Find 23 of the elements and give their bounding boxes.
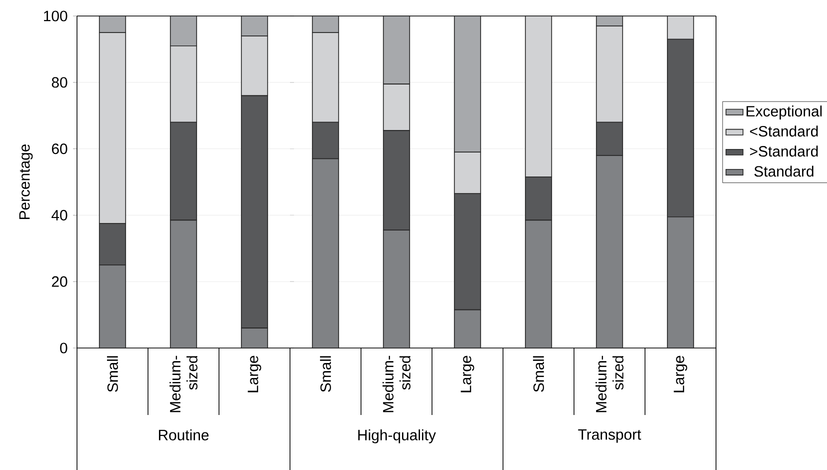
y-axis-title: Percentage [19,144,33,219]
x-tick-label: Large [460,356,474,392]
y-tick-label: 40 [52,210,68,220]
x-tick-label: Large [248,356,262,392]
x-tick-label: Large [674,356,688,392]
y-tick-label: 80 [52,77,68,88]
x-tick-label: Small [320,356,331,392]
legend-label: Standard [754,166,814,177]
x-tick-label: Medium-sized [596,356,624,412]
x-tick-label: Small [533,356,544,392]
x-axis-title: High-quality [358,429,436,444]
y-tick-label: 0 [60,342,68,354]
legend-label: Exceptional [746,106,822,120]
x-tick-label: Small [107,356,118,392]
x-tick-label: Medium-sized [382,356,410,412]
x-tick-label: Medium-sized [170,356,198,412]
y-tick-label: 60 [52,144,68,154]
x-axis-title: Routine [158,429,209,440]
x-axis-title: Transport [578,429,642,443]
legend-label: <Standard [750,126,818,137]
y-tick-label: 100 [44,10,68,22]
legend-label: >Standard [750,146,818,157]
y-tick-label: 20 [52,276,68,287]
